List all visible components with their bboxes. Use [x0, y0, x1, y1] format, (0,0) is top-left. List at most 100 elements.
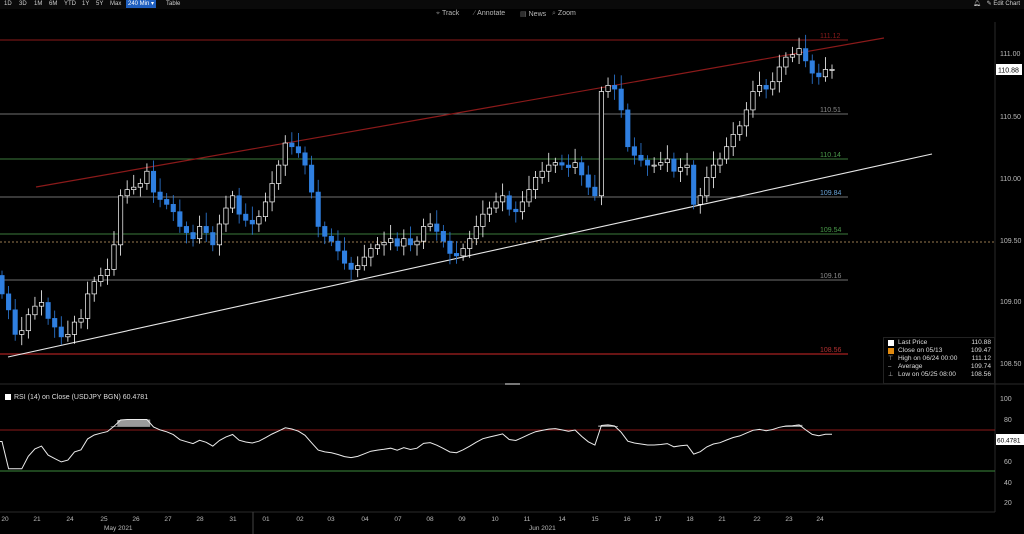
candle-up [78, 318, 84, 323]
candle-up [38, 302, 45, 307]
candle-up [361, 256, 367, 267]
candle-up [533, 177, 539, 190]
candle-down [579, 162, 585, 176]
interval-dropdown[interactable]: 240 Min ▾ [126, 0, 157, 8]
candle-up [104, 269, 110, 276]
candle-series [0, 34, 835, 346]
candle-up [684, 164, 690, 168]
candle-up [546, 164, 552, 172]
annotate-label: Annotate [477, 10, 506, 17]
level-label-111-12: 111.12 [820, 33, 840, 40]
candle-up [486, 207, 493, 215]
candle-up [467, 238, 473, 249]
range-3d-button[interactable]: 3D [19, 1, 27, 7]
rsi-tick: 60 [1004, 459, 1012, 466]
upper-channel-line[interactable] [35, 37, 885, 188]
price-tick: 110.50 [1000, 114, 1021, 121]
candle-down [157, 191, 163, 200]
candle-up [796, 48, 802, 56]
candle-up [421, 226, 427, 242]
candle-down [625, 109, 631, 148]
price-tick: 110.00 [1000, 176, 1021, 183]
rsi-tick: 20 [1004, 500, 1012, 507]
range-ytd-button[interactable]: YTD [64, 1, 76, 7]
candle-up [658, 162, 664, 166]
candle-up [572, 162, 578, 168]
date-tick: 07 [394, 516, 402, 523]
candle-down [0, 275, 5, 295]
date-tick: 20 [1, 516, 9, 523]
chart-legend[interactable]: Last Price 110.88 Close on 05/13 109.47 … [883, 337, 995, 384]
legend-row-high: ⊤ High on 06/24 00:00 111.12 [887, 355, 991, 363]
candle-up [276, 164, 282, 184]
candle-up [737, 125, 743, 135]
level-label-109-54: 109.54 [820, 227, 842, 234]
candle-up [65, 334, 71, 338]
candle-up [789, 54, 796, 58]
range-1m-button[interactable]: 1M [34, 1, 43, 7]
candle-up [414, 240, 420, 246]
last-price-tag-value: 110.88 [998, 68, 1019, 75]
date-tick: 03 [327, 516, 335, 523]
candle-up [427, 223, 433, 227]
candle-down [671, 158, 677, 172]
news-button[interactable]: ▤ News [520, 10, 546, 18]
range-6m-button[interactable]: 6M [49, 1, 58, 7]
date-tick: 27 [164, 516, 172, 523]
candle-down [322, 226, 328, 237]
candle-down [170, 204, 176, 213]
annotate-button[interactable]: ∕ Annotate [474, 10, 505, 17]
average-line-icon: – [888, 364, 892, 370]
candle-down [434, 223, 440, 232]
news-label: News [528, 11, 547, 18]
legend-label: Low on 05/25 08:00 [898, 371, 956, 378]
candle-down [315, 191, 321, 227]
candle-down [190, 232, 196, 240]
range-1d-button[interactable]: 1D [4, 1, 12, 7]
legend-value: 111.12 [971, 355, 991, 362]
date-tick: 15 [591, 516, 599, 523]
candle-down [45, 302, 51, 319]
candle-up [710, 164, 716, 178]
candle-down [341, 250, 348, 264]
candle-down [203, 226, 209, 233]
edit-chart-button[interactable]: 🔔︎ ✎ Edit Chart [973, 0, 1020, 8]
candle-down [289, 142, 295, 148]
high-marker-icon: ⊤ [888, 356, 894, 362]
date-tick: 24 [66, 516, 74, 523]
range-1y-button[interactable]: 1Y [82, 1, 90, 7]
legend-value: 110.88 [971, 339, 991, 346]
legend-value: 109.47 [970, 347, 991, 354]
candle-down [453, 253, 460, 257]
legend-label: High on 06/24 00:00 [898, 355, 958, 362]
bell-icon[interactable]: 🔔︎ [972, 1, 981, 7]
candle-up [388, 238, 394, 243]
zoom-button[interactable]: ⌕ Zoom [552, 10, 576, 18]
candle-down [440, 230, 446, 242]
candle-up [230, 195, 236, 209]
range-5y-button[interactable]: 5Y [96, 1, 104, 7]
candle-up [131, 186, 137, 190]
candle-up [71, 321, 78, 335]
date-tick: 18 [686, 516, 694, 523]
date-axis: 20 21 24 25 26 27 28 31 01 02 03 04 07 08 09 10 11 14 15 16… [1, 516, 824, 523]
date-tick: 23 [785, 516, 793, 523]
news-icon: ▤ [520, 11, 527, 18]
price-tick: 111.00 [1000, 51, 1020, 58]
rsi-tick: 40 [1004, 480, 1012, 487]
candle-up [493, 201, 499, 209]
range-max-button[interactable]: Max [110, 1, 122, 7]
candle-up [91, 281, 97, 295]
track-button[interactable]: ⌖ Track [436, 10, 459, 18]
candle-up [111, 244, 117, 270]
candle-up [262, 201, 269, 217]
chevron-down-icon: ▾ [151, 1, 155, 7]
date-tick: 11 [524, 516, 531, 523]
table-button[interactable]: Table [166, 1, 181, 7]
candle-down [236, 195, 242, 215]
candle-up [401, 238, 407, 247]
candle-down [506, 195, 512, 210]
candle-down [243, 213, 249, 221]
rsi-study-label[interactable]: RSI (14) on Close (USDJPY BGN) 60.4781 [5, 394, 148, 401]
